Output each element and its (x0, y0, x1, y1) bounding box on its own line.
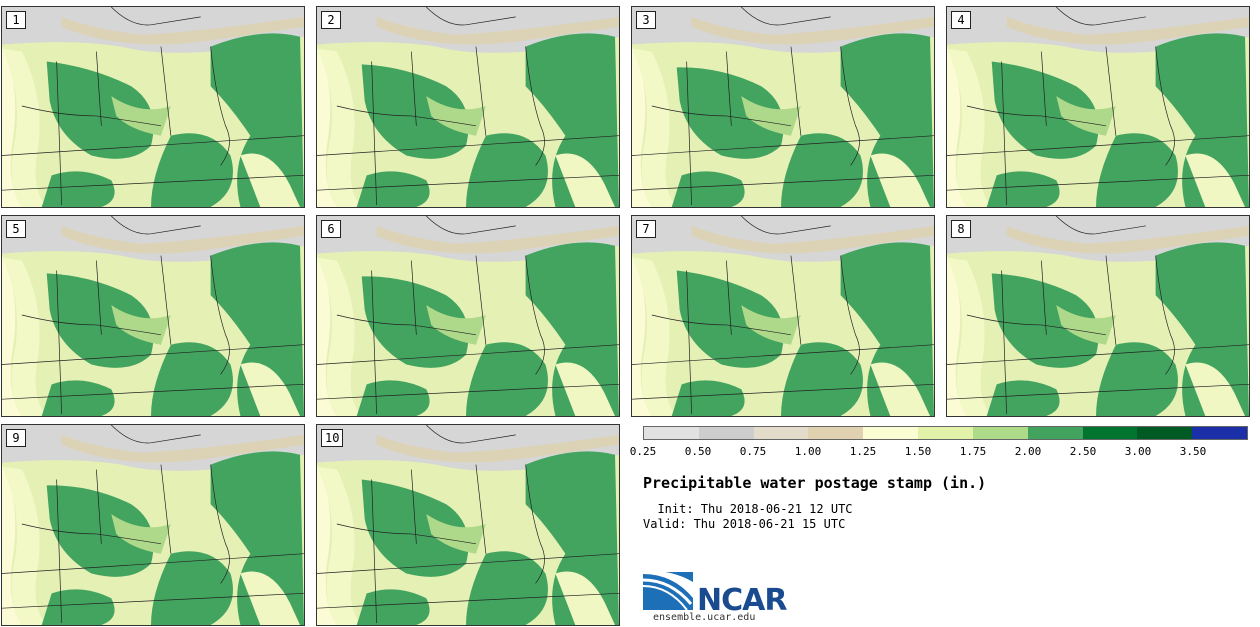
colorbar-swatch-2 (753, 427, 809, 439)
map-panel-10: 10 (316, 424, 620, 626)
colorbar-swatch-10 (1192, 427, 1247, 439)
colorbar-tick: 0.75 (739, 445, 767, 458)
colorbar-swatch-3 (808, 427, 864, 439)
map-panel-6: 6 (316, 215, 620, 417)
map-panel-3: 3 (631, 6, 935, 208)
panel-number: 2 (321, 11, 341, 29)
colorbar-swatch-6 (972, 427, 1028, 439)
colorbar-tick: 3.50 (1179, 445, 1207, 458)
logo-url: ensemble.ucar.edu (653, 612, 756, 623)
panel-number: 6 (321, 220, 341, 238)
map-panel-1: 1 (1, 6, 305, 208)
panel-number: 3 (636, 11, 656, 29)
colorbar-swatch-0 (644, 427, 699, 439)
colorbar-swatch-1 (698, 427, 754, 439)
colorbar-tick: 1.50 (904, 445, 932, 458)
colorbar (643, 426, 1248, 440)
colorbar-tick: 2.50 (1069, 445, 1097, 458)
panel-number: 4 (951, 11, 971, 29)
colorbar-tick: 1.25 (849, 445, 877, 458)
chart-title: Precipitable water postage stamp (in.) (643, 474, 987, 492)
colorbar-tick: 1.00 (794, 445, 822, 458)
init-time: Init: Thu 2018-06-21 12 UTC (643, 502, 853, 516)
colorbar-swatch-9 (1137, 427, 1193, 439)
panel-number: 1 (6, 11, 26, 29)
colorbar-swatch-4 (863, 427, 919, 439)
ncar-logo-text: NCAR (697, 583, 787, 618)
panel-number: 5 (6, 220, 26, 238)
map-panel-8: 8 (946, 215, 1250, 417)
colorbar-swatch-5 (918, 427, 973, 439)
colorbar-tick: 0.25 (629, 445, 657, 458)
map-panel-5: 5 (1, 215, 305, 417)
ncar-logo-icon (643, 570, 693, 611)
colorbar-tick: 0.50 (684, 445, 712, 458)
colorbar-tick: 1.75 (959, 445, 987, 458)
colorbar-swatch-7 (1027, 427, 1083, 439)
colorbar-tick: 3.00 (1124, 445, 1152, 458)
map-panel-7: 7 (631, 215, 935, 417)
map-panel-2: 2 (316, 6, 620, 208)
valid-time: Valid: Thu 2018-06-21 15 UTC (643, 517, 846, 531)
map-panel-4: 4 (946, 6, 1250, 208)
panel-number: 9 (6, 429, 26, 447)
map-panel-9: 9 (1, 424, 305, 626)
panel-number: 7 (636, 220, 656, 238)
panel-number: 8 (951, 220, 971, 238)
colorbar-tick: 2.00 (1014, 445, 1042, 458)
colorbar-swatch-8 (1082, 427, 1138, 439)
panel-number: 10 (321, 429, 344, 447)
